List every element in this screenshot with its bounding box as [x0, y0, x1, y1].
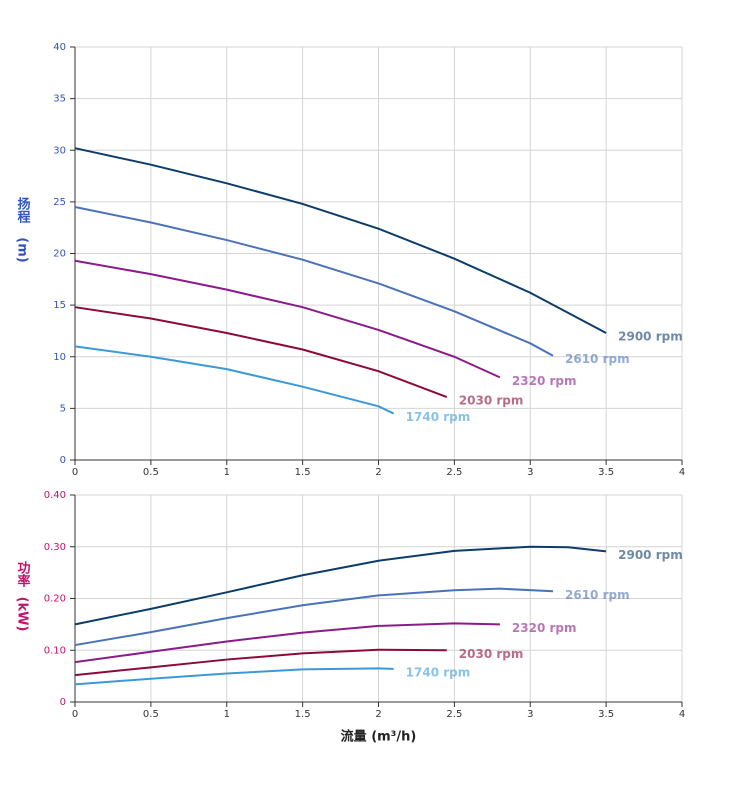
series-line [74, 587, 554, 647]
series-line [74, 147, 607, 334]
x-tick-label: 0.5 [143, 467, 159, 478]
y-tick-label: 25 [53, 197, 66, 208]
series-label: 2030 rpm [459, 394, 524, 408]
y-tick-label: 10 [53, 352, 66, 363]
series-label: 2900 rpm [618, 330, 683, 344]
series-label: 2900 rpm [618, 548, 683, 562]
x-axis-title: 流量 (m³/h) [341, 729, 417, 745]
x-tick-label: 1 [224, 709, 230, 720]
x-tick-label: 2.5 [446, 467, 462, 478]
y-axis-unit: (kW) [15, 597, 30, 632]
series-label: 2610 rpm [565, 352, 630, 366]
y-tick-label: 20 [53, 249, 66, 260]
series-label: 2320 rpm [512, 374, 577, 388]
y-tick-label: 0 [60, 455, 66, 466]
series-line [74, 667, 394, 686]
y-tick-label: 0.30 [44, 542, 66, 553]
series-label: 2320 rpm [512, 621, 577, 635]
series-line [74, 345, 395, 415]
x-tick-label: 4 [679, 467, 685, 478]
x-tick-label: 0.5 [143, 709, 159, 720]
x-tick-label: 2 [375, 709, 381, 720]
series-line [74, 206, 554, 357]
x-tick-label: 3 [527, 467, 533, 478]
series-line [74, 648, 447, 677]
x-tick-label: 1.5 [295, 709, 311, 720]
series-label: 1740 rpm [406, 665, 471, 679]
y-tick-label: 40 [53, 42, 66, 53]
series-line [74, 545, 607, 626]
x-tick-label: 2.5 [446, 709, 462, 720]
x-tick-label: 0 [72, 467, 78, 478]
series-line [74, 306, 448, 398]
y-tick-label: 5 [60, 403, 66, 414]
y-tick-label: 30 [53, 145, 66, 156]
y-tick-label: 0.10 [44, 645, 66, 656]
x-tick-label: 3.5 [598, 709, 614, 720]
series-line [74, 259, 501, 379]
x-tick-label: 0 [72, 709, 78, 720]
series-label: 1740 rpm [406, 410, 471, 424]
y-axis-title: 功率 [15, 561, 31, 588]
x-tick-label: 3.5 [598, 467, 614, 478]
x-tick-label: 3 [527, 709, 533, 720]
x-tick-label: 4 [679, 709, 685, 720]
series-label: 2610 rpm [565, 588, 630, 602]
y-tick-label: 0 [60, 697, 66, 708]
y-tick-label: 0.40 [44, 490, 66, 501]
series-line [74, 622, 500, 664]
x-tick-label: 2 [375, 467, 381, 478]
y-tick-label: 0.20 [44, 594, 66, 605]
y-tick-label: 15 [53, 300, 66, 311]
series-label: 2030 rpm [459, 647, 524, 661]
x-tick-label: 1 [224, 467, 230, 478]
y-axis-title: 扬程 [15, 196, 31, 224]
y-tick-label: 35 [53, 94, 66, 105]
y-axis-unit: (m) [15, 237, 30, 262]
x-tick-label: 1.5 [295, 467, 311, 478]
